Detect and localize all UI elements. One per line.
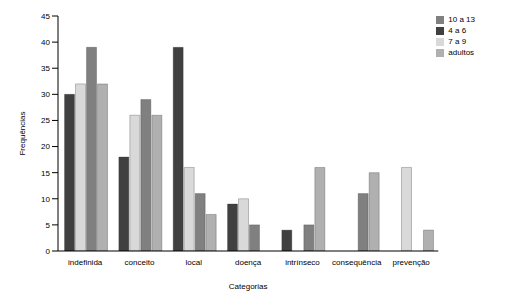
svg-text:15: 15 bbox=[41, 169, 50, 178]
html-text:7 a 9: 7 a 9 bbox=[448, 37, 467, 46]
svg-text:intrínseco: intrínseco bbox=[285, 258, 320, 267]
svg-text:45: 45 bbox=[41, 12, 50, 21]
html-text:4 a 6: 4 a 6 bbox=[448, 26, 467, 35]
svg-text:0: 0 bbox=[46, 247, 51, 256]
svg-text:Categorias: Categorias bbox=[229, 282, 268, 291]
svg-text:consequência: consequência bbox=[332, 258, 382, 267]
svg-text:30: 30 bbox=[41, 90, 50, 99]
svg-text:doença: doença bbox=[235, 258, 262, 267]
svg-text:20: 20 bbox=[41, 142, 50, 151]
svg-text:indefinida: indefinida bbox=[68, 258, 103, 267]
svg-text:prevenção: prevenção bbox=[392, 258, 430, 267]
html-text:adultos: adultos bbox=[448, 48, 475, 57]
svg-text:Frequências: Frequências bbox=[18, 111, 27, 155]
svg-text:conceito: conceito bbox=[125, 258, 155, 267]
html-text:10 a 13: 10 a 13 bbox=[448, 15, 475, 24]
svg-text:local: local bbox=[186, 258, 203, 267]
svg-text:25: 25 bbox=[41, 116, 50, 125]
svg-text:35: 35 bbox=[41, 64, 50, 73]
svg-text:10: 10 bbox=[41, 195, 50, 204]
svg-text:5: 5 bbox=[46, 221, 51, 230]
svg-text:40: 40 bbox=[41, 38, 50, 47]
